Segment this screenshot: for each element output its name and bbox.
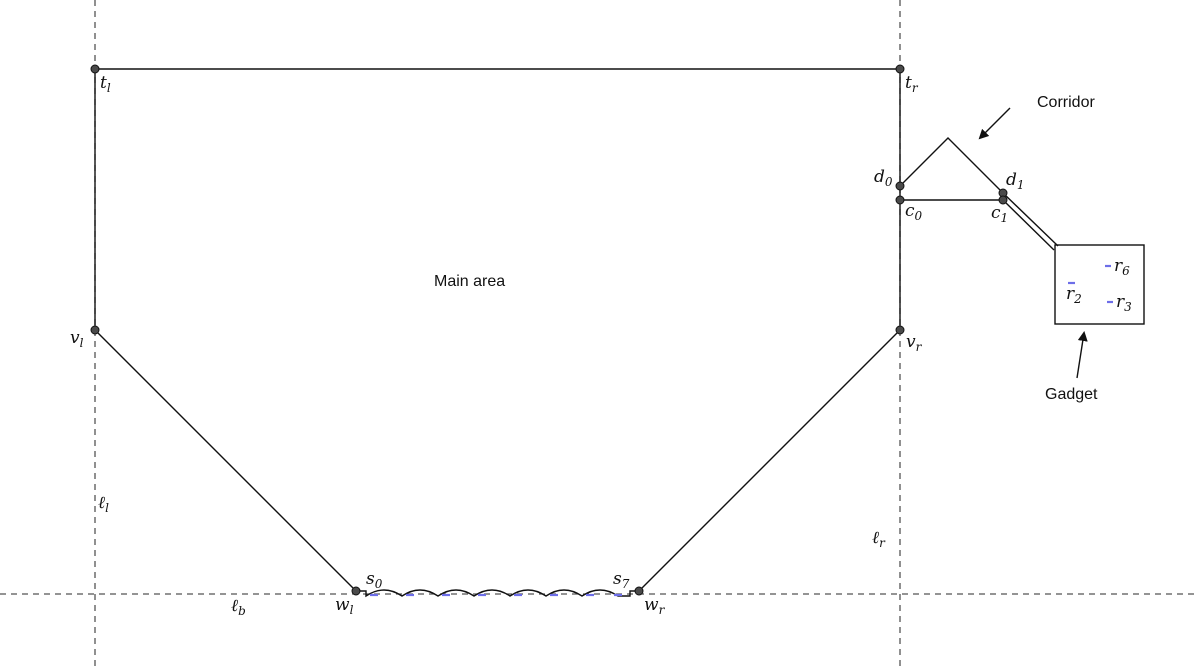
- label-c-0: c0: [905, 201, 923, 223]
- label-line-l-b: ℓb: [231, 596, 246, 618]
- point-t-l: [90, 64, 100, 74]
- label-d-1: d1: [1006, 170, 1025, 192]
- label-w-r: wr: [644, 595, 666, 617]
- edge-vl-wl: [94, 329, 357, 592]
- label-main-area: Main area: [434, 273, 505, 290]
- corridor-triangle: [899, 137, 1004, 194]
- label-gadget: Gadget: [1045, 386, 1098, 403]
- point-c-0: [895, 195, 905, 205]
- bottom-bumps: [356, 589, 639, 598]
- point-d-0: [895, 181, 905, 191]
- label-v-l: vl: [70, 328, 84, 350]
- point-t-r: [895, 64, 905, 74]
- label-r-6: r6: [1114, 256, 1130, 278]
- point-v-l: [90, 325, 100, 335]
- label-r-3: r3: [1116, 292, 1132, 314]
- main-area-top-edges: [94, 68, 901, 330]
- corridor-channel-lower: [1002, 199, 1055, 251]
- label-v-r: vr: [906, 332, 923, 354]
- point-v-r: [895, 325, 905, 335]
- label-t-l: tl: [100, 73, 111, 95]
- point-w-l: [351, 586, 361, 596]
- label-s-7: s7: [613, 569, 630, 591]
- label-w-l: wl: [335, 595, 354, 617]
- corridor-arrow: [978, 107, 1011, 140]
- point-c-1: [998, 195, 1008, 205]
- label-c-1: c1: [991, 203, 1008, 225]
- corridor-channel-upper: [1002, 192, 1059, 247]
- label-r-2: r2: [1066, 284, 1082, 306]
- edge-vr-wr: [638, 329, 901, 592]
- gadget-arrow: [1076, 331, 1088, 379]
- gadget-box: [1054, 244, 1145, 325]
- label-line-l-r: ℓr: [872, 528, 886, 550]
- label-corridor: Corridor: [1037, 94, 1095, 111]
- point-w-r: [634, 586, 644, 596]
- label-s-0: s0: [366, 569, 383, 591]
- label-d-0: d0: [874, 167, 893, 189]
- label-line-l-l: ℓl: [98, 493, 109, 515]
- label-t-r: tr: [905, 73, 919, 95]
